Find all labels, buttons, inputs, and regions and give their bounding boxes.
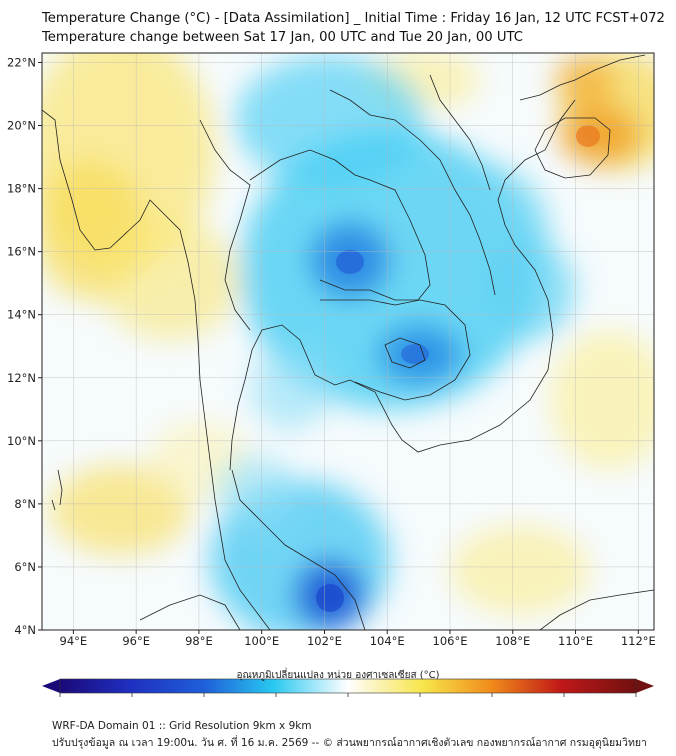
colorbar-min-extend bbox=[42, 679, 60, 693]
footer-model-info: WRF-DA Domain 01 :: Grid Resolution 9km … bbox=[52, 720, 312, 732]
colorbar-title: อุณหภูมิเปลี่ยนแปลง หน่วย องศาเซลเซียส (… bbox=[236, 670, 440, 681]
plot-frame bbox=[41, 52, 655, 631]
colorbar-max-extend bbox=[636, 679, 654, 693]
thai-lao-border bbox=[249, 149, 431, 301]
sumatra-coast bbox=[139, 594, 241, 630]
lon-label: 106°E bbox=[433, 634, 468, 648]
lon-label: 102°E bbox=[307, 634, 342, 648]
lat-label: 14°N bbox=[7, 308, 36, 322]
lat-label: 10°N bbox=[7, 434, 36, 448]
andaman-islands bbox=[51, 469, 63, 511]
lat-label: 18°N bbox=[7, 182, 36, 196]
map-subtitle: Temperature change between Sat 17 Jan, 0… bbox=[42, 30, 523, 45]
colorbar: -4-3-2-101234 bbox=[42, 678, 654, 697]
lat-label: 6°N bbox=[14, 560, 36, 574]
lon-label: 94°E bbox=[60, 634, 88, 648]
lat-label: 4°N bbox=[14, 623, 36, 637]
lat-label: 16°N bbox=[7, 245, 36, 259]
gulf-of-thailand-coast bbox=[229, 99, 576, 471]
colorbar-ticks: -4-3-2-101234 bbox=[59, 693, 637, 697]
lat-label: 22°N bbox=[7, 55, 36, 69]
vietnam-north-coast bbox=[429, 74, 491, 191]
anomaly-field bbox=[42, 53, 654, 630]
temperature-change-map: 22°N 20°N 18°N 16°N 14°N 12°N 10°N 8°N 6°N 4°N 94… bbox=[7, 52, 656, 697]
colorbar-gradient bbox=[60, 679, 636, 693]
hainan-island bbox=[534, 117, 611, 179]
lon-label: 104°E bbox=[370, 634, 405, 648]
lat-label: 20°N bbox=[7, 119, 36, 133]
footer-credit: ปรับปรุงข้อมูล ณ เวลา 19:00น. วัน ศ. ที่… bbox=[52, 737, 647, 749]
lat-label: 8°N bbox=[14, 497, 36, 511]
latitude-axis: 22°N 20°N 18°N 16°N 14°N 12°N 10°N 8°N 6°N 4°N bbox=[7, 55, 42, 637]
lon-label: 98°E bbox=[185, 634, 213, 648]
coastlines-and-borders bbox=[42, 54, 654, 630]
lat-label: 12°N bbox=[7, 371, 36, 385]
china-south-coast bbox=[519, 54, 646, 101]
map-title: Temperature Change (°C) - [Data Assimila… bbox=[42, 11, 665, 26]
thailand-west-coast bbox=[219, 529, 271, 630]
lon-label: 108°E bbox=[495, 634, 530, 648]
malay-peninsula-east-coast bbox=[231, 469, 366, 630]
lon-label: 112°E bbox=[621, 634, 656, 648]
laos-vietnam-border bbox=[329, 89, 496, 296]
cambodia-border bbox=[320, 299, 471, 401]
myanmar-coast bbox=[42, 109, 221, 531]
longitude-axis: 94°E 96°E 98°E 100°E 102°E 104°E 106°E 108°E 110… bbox=[60, 630, 656, 648]
lon-label: 96°E bbox=[122, 634, 150, 648]
myanmar-thai-border bbox=[199, 119, 251, 331]
lon-label: 110°E bbox=[558, 634, 593, 648]
graticule bbox=[42, 53, 654, 631]
borneo-coast bbox=[539, 589, 654, 630]
map-plot-area bbox=[41, 52, 655, 631]
lon-label: 100°E bbox=[244, 634, 279, 648]
tonle-sap-lake bbox=[384, 337, 426, 369]
